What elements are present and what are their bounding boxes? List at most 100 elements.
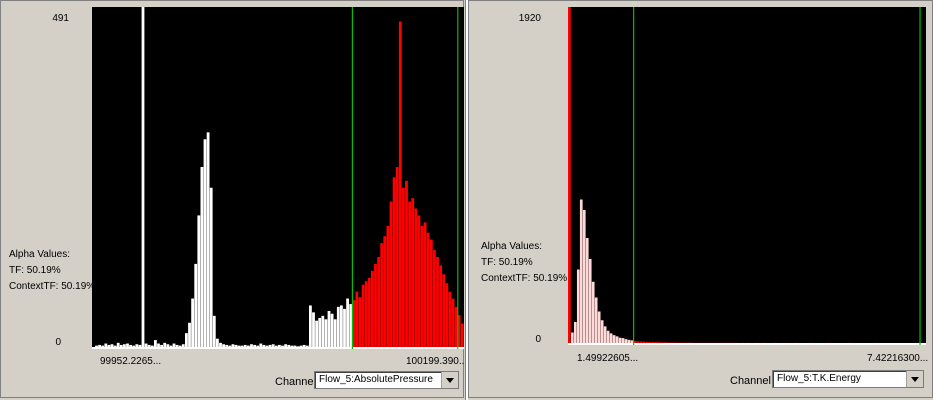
histogram-bar <box>299 345 303 347</box>
channel-selected-value: Flow_5:T.K.Energy <box>777 373 861 384</box>
histogram-bar <box>305 345 309 347</box>
histogram-bar <box>588 259 592 343</box>
y-min-label: 0 <box>535 334 541 345</box>
histogram-bar <box>256 345 260 347</box>
histogram-bar <box>460 323 464 347</box>
histogram-bar <box>654 342 658 344</box>
tf-value: TF: 50.19% <box>9 265 61 276</box>
histogram-bar <box>212 315 216 347</box>
histogram-bar <box>439 265 442 347</box>
histogram-bar <box>660 342 664 344</box>
histogram-bar <box>135 344 139 347</box>
histogram-bar <box>645 341 649 343</box>
histogram-bar <box>454 306 458 347</box>
histogram-bar <box>657 342 661 344</box>
histogram-bar <box>336 306 340 347</box>
histogram-bar <box>119 344 123 347</box>
histogram-bar <box>618 337 622 343</box>
histogram-bar <box>636 341 640 343</box>
histogram-bar <box>222 344 225 347</box>
histogram-bar <box>429 239 433 347</box>
histogram-bar <box>433 250 436 347</box>
histogram-bar <box>166 344 170 347</box>
histogram-bar <box>312 312 315 347</box>
histogram-bar <box>293 345 297 347</box>
tf-value: TF: 50.19% <box>481 257 533 268</box>
histogram-bar <box>417 215 421 347</box>
histogram-bar <box>203 139 207 347</box>
histogram-bar <box>615 336 619 343</box>
histogram-bar <box>576 269 580 343</box>
histogram-bar <box>172 343 176 347</box>
context-tf-value: ContextTF: 50.19% <box>481 273 568 284</box>
histogram-plot[interactable] <box>92 7 464 349</box>
histogram-bar <box>194 263 198 347</box>
histogram-bar <box>243 344 247 347</box>
channel-select[interactable]: Flow_5:AbsolutePressure <box>314 371 459 389</box>
panel-divider <box>465 0 468 400</box>
channel-select[interactable]: Flow_5:T.K.Energy <box>772 370 924 388</box>
baseline <box>92 347 464 349</box>
x-max-label: 7.42216300... <box>867 353 929 364</box>
histogram-bar <box>361 284 365 347</box>
histogram-bar <box>321 315 325 347</box>
histogram-bar <box>113 345 117 347</box>
histogram-bar <box>395 166 399 347</box>
histogram-bar <box>648 341 652 343</box>
histogram-bar <box>621 338 625 343</box>
channel-label: Channel <box>275 376 316 388</box>
histogram-bar <box>296 346 300 348</box>
histogram-bar <box>423 222 427 347</box>
histogram-bar <box>138 344 142 347</box>
histogram-bar <box>262 344 266 347</box>
histogram-bar <box>374 263 377 347</box>
histogram-bar <box>568 7 571 343</box>
histogram-bar <box>609 333 613 344</box>
histogram-bar <box>309 305 312 347</box>
histogram-panel-left: 491 Alpha Values: TF: 50.19% ContextTF: … <box>0 0 467 398</box>
histogram-bar <box>392 177 396 347</box>
histogram-bar <box>188 322 191 347</box>
histogram-bar <box>141 7 145 347</box>
histogram-bar <box>639 341 643 343</box>
histogram-bar <box>116 342 120 347</box>
histogram-bar <box>268 344 272 347</box>
histogram-bar <box>237 345 241 347</box>
histogram-bar <box>175 344 179 347</box>
histogram-bar <box>579 199 583 343</box>
histogram-bar <box>287 344 291 347</box>
histogram-bar <box>234 344 238 347</box>
histogram-bar <box>573 322 577 343</box>
histogram-bar <box>367 277 371 347</box>
histogram-bar <box>101 345 105 347</box>
histogram-bar <box>219 342 222 347</box>
histogram-bar <box>200 166 204 347</box>
histogram-bar <box>324 319 328 347</box>
histogram-bar <box>185 333 188 347</box>
histogram-plot[interactable] <box>568 7 926 345</box>
alpha-values: Alpha Values: TF: 50.19% ContextTF: 50.1… <box>481 239 567 287</box>
histogram-bar <box>666 342 670 344</box>
context-tf-value: ContextTF: 50.19% <box>9 281 96 292</box>
histogram-bar <box>669 342 673 344</box>
histogram-bar <box>633 340 637 343</box>
dropdown-arrow-icon[interactable] <box>441 372 458 388</box>
histogram-panel-right: 1920 Alpha Values: TF: 50.19% ContextTF:… <box>468 0 933 398</box>
histogram-bar <box>253 344 256 347</box>
dropdown-arrow-icon[interactable] <box>906 371 923 387</box>
alpha-values: Alpha Values: TF: 50.19% ContextTF: 50.1… <box>9 247 95 295</box>
histogram-bar <box>178 345 182 347</box>
histogram-bar <box>448 291 452 347</box>
histogram-bar <box>284 344 287 347</box>
histogram-bar <box>672 342 676 344</box>
histogram-bar <box>436 256 439 347</box>
histogram-bar <box>402 187 405 347</box>
histogram-bar <box>327 310 331 347</box>
histogram-bar <box>104 343 108 347</box>
histogram-bar <box>349 304 353 347</box>
histogram-bar <box>228 345 232 347</box>
channel-label: Channel <box>730 375 771 387</box>
histogram-bar <box>216 338 219 347</box>
histogram-bar <box>457 315 461 347</box>
histogram-bar <box>318 317 322 347</box>
